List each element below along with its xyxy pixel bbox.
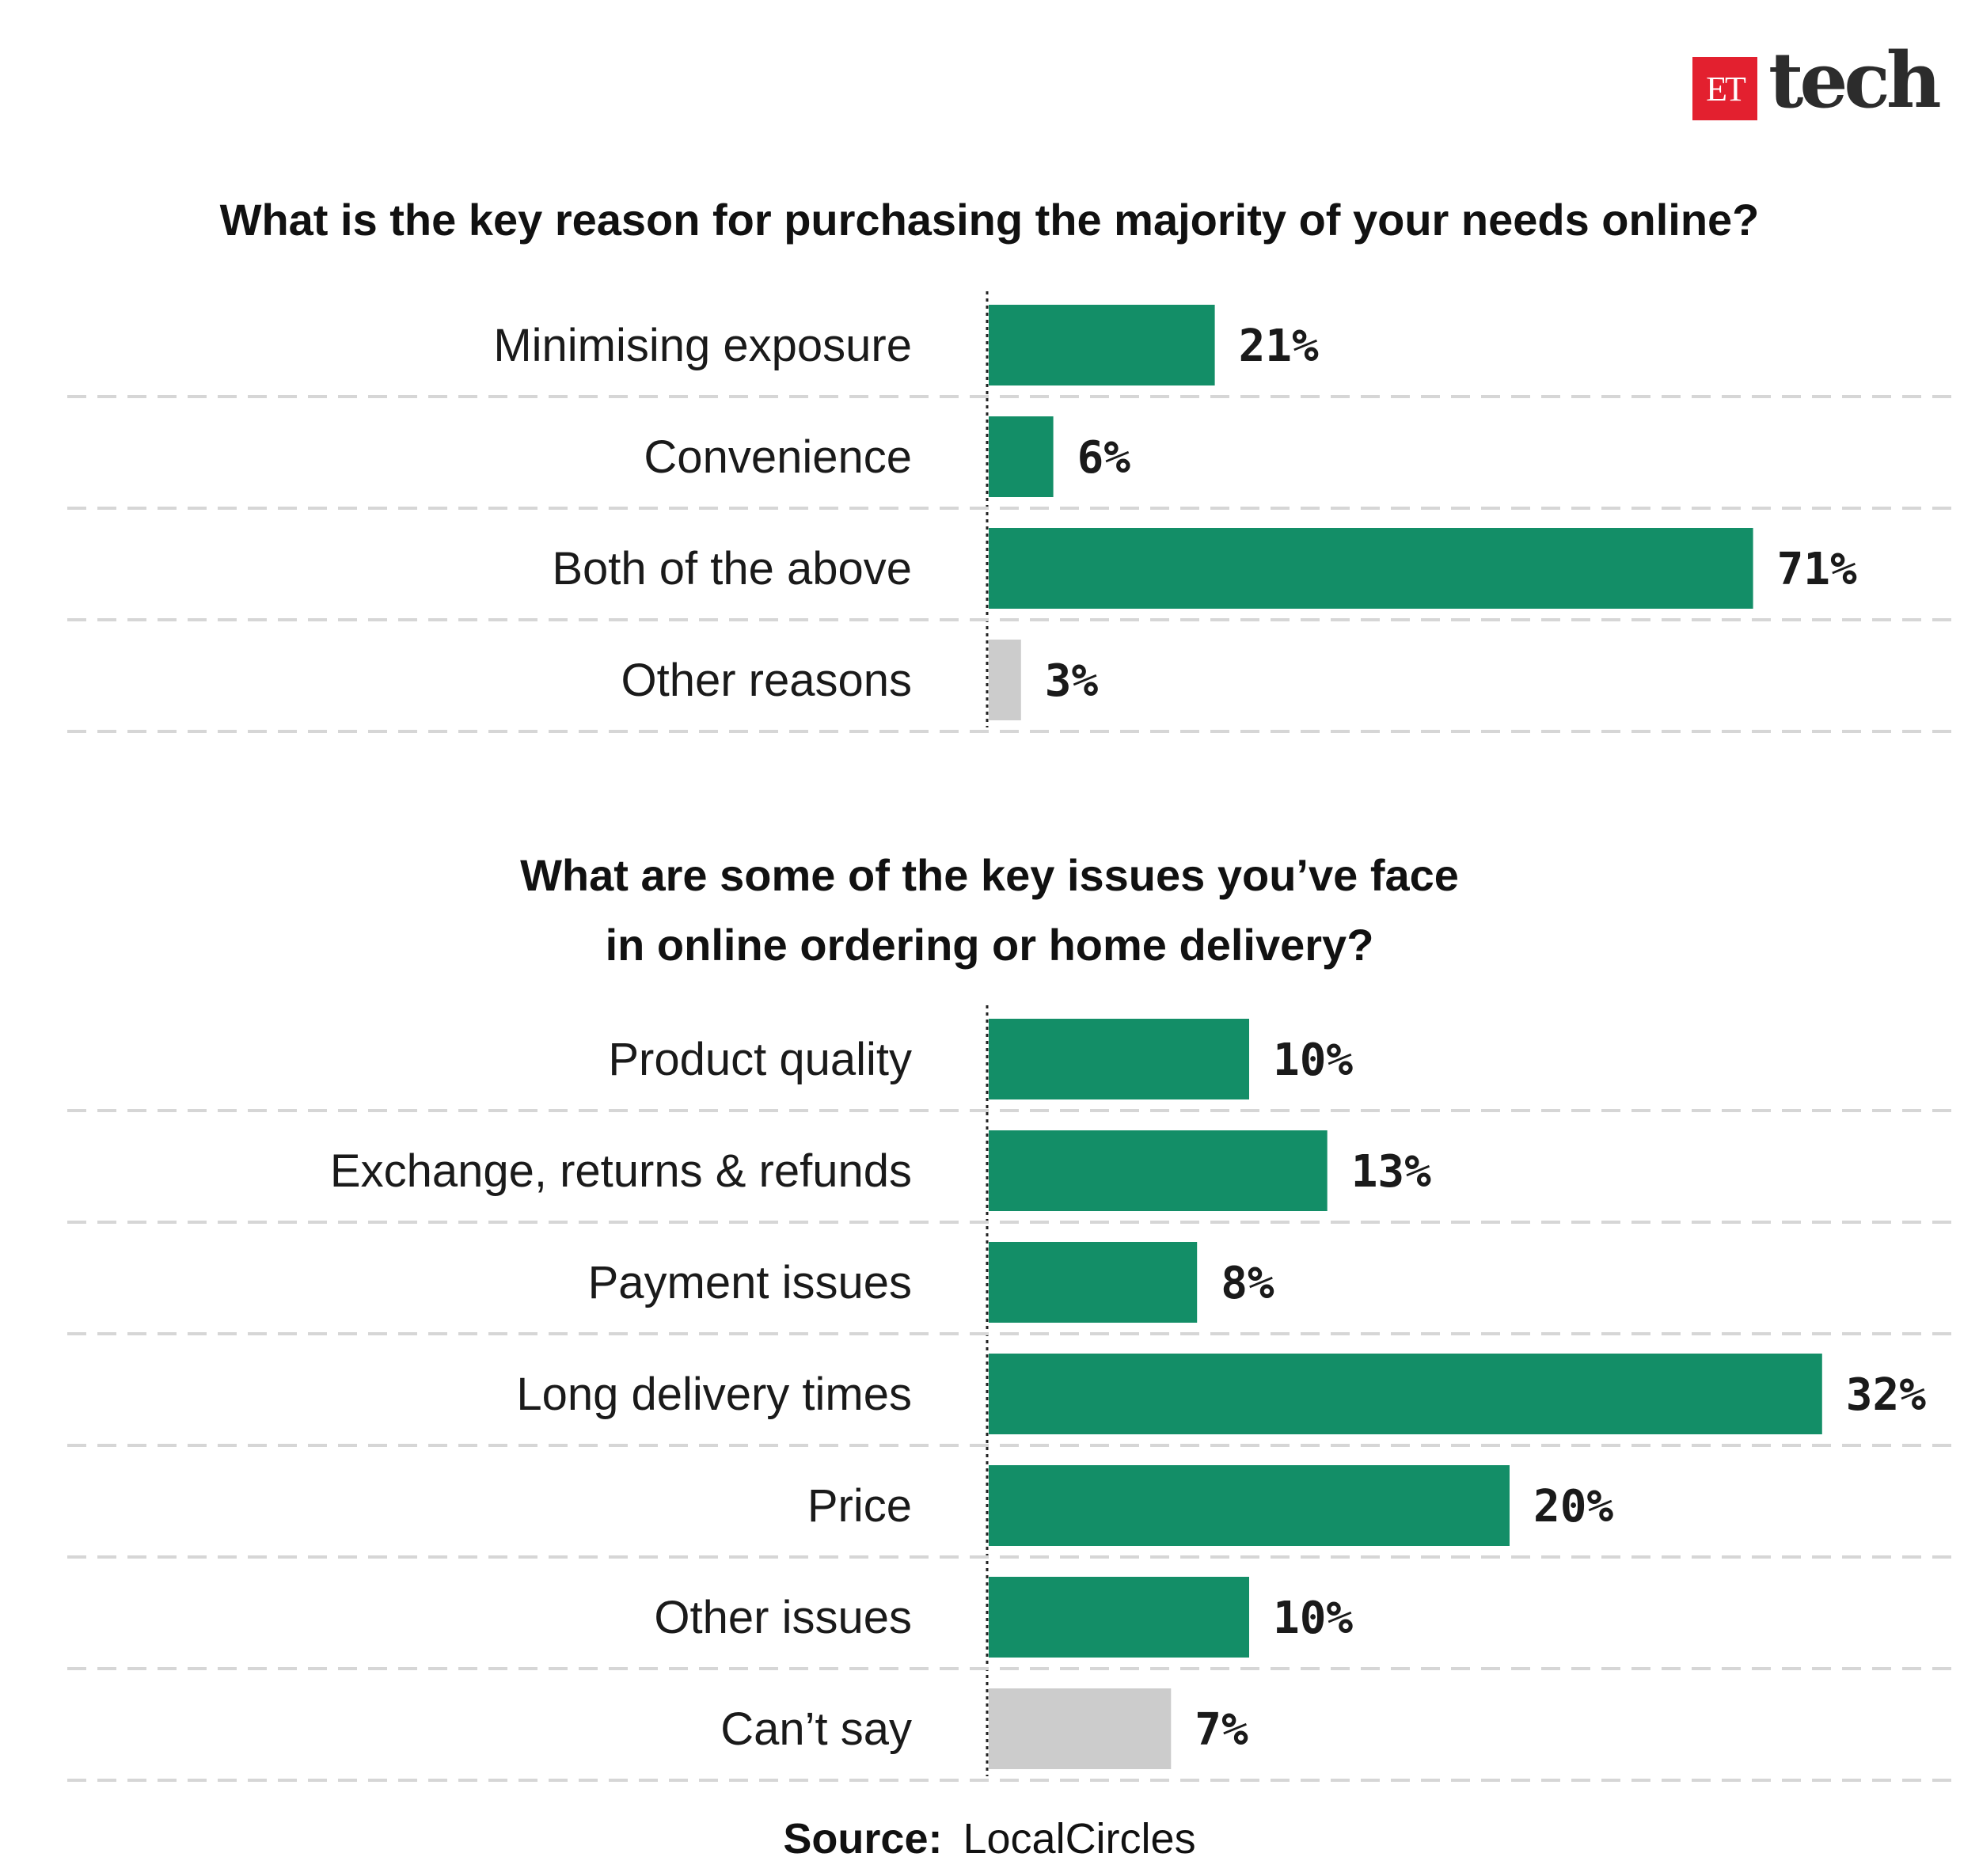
bar-convenience <box>989 416 1054 497</box>
source-note: Source: LocalCircles <box>0 1814 1979 1863</box>
et-tech-logo: ET tech <box>1692 43 1942 128</box>
bar-minimising-exposure <box>989 305 1215 385</box>
value-label: 10% <box>1273 1035 1353 1086</box>
category-label: Can’t say <box>720 1703 912 1755</box>
chart2-issues-bar-chart: Product quality 10% Exchange, returns & re… <box>67 1005 1955 1782</box>
chart2-title-line2: in online ordering or home delivery? <box>605 920 1374 970</box>
category-label: Exchange, returns & refunds <box>330 1145 912 1197</box>
category-label: Other issues <box>654 1592 912 1643</box>
value-label: 6% <box>1077 432 1131 484</box>
bar-price <box>989 1465 1510 1546</box>
category-label: Other reasons <box>621 655 912 706</box>
bar-other-issues <box>989 1577 1249 1658</box>
category-label: Both of the above <box>552 543 912 594</box>
source-label: Source: <box>783 1815 943 1863</box>
value-label: 7% <box>1195 1704 1248 1756</box>
value-label: 10% <box>1273 1593 1353 1644</box>
category-label: Price <box>807 1480 912 1532</box>
bar-can-t-say <box>989 1688 1172 1769</box>
et-logo-box: ET <box>1692 57 1757 120</box>
bar-exchange-returns-refunds <box>989 1130 1328 1211</box>
chart1-title: What is the key reason for purchasing th… <box>219 195 1760 245</box>
value-label: 13% <box>1351 1146 1431 1198</box>
chart2-title-line1: What are some of the key issues you’ve f… <box>520 850 1459 900</box>
bar-product-quality <box>989 1019 1249 1099</box>
bar-long-delivery-times <box>989 1354 1822 1434</box>
chart1-reasons-bar-chart: Minimising exposure 21% Convenience 6% Both … <box>67 291 1955 733</box>
category-label: Long delivery times <box>516 1369 912 1420</box>
category-label: Convenience <box>644 431 912 483</box>
value-label: 32% <box>1846 1369 1926 1421</box>
category-label: Product quality <box>608 1034 912 1085</box>
value-label: 3% <box>1045 655 1099 707</box>
bar-other-reasons <box>989 640 1021 720</box>
bar-payment-issues <box>989 1242 1198 1323</box>
tech-logo-word: tech <box>1768 36 1942 125</box>
bar-both-of-the-above <box>989 528 1753 609</box>
value-label: 21% <box>1239 321 1319 372</box>
category-label: Payment issues <box>588 1257 912 1308</box>
value-label: 20% <box>1533 1481 1613 1532</box>
source-value: LocalCircles <box>963 1815 1196 1863</box>
value-label: 8% <box>1221 1258 1274 1309</box>
value-label: 71% <box>1777 544 1857 595</box>
category-label: Minimising exposure <box>493 320 912 371</box>
